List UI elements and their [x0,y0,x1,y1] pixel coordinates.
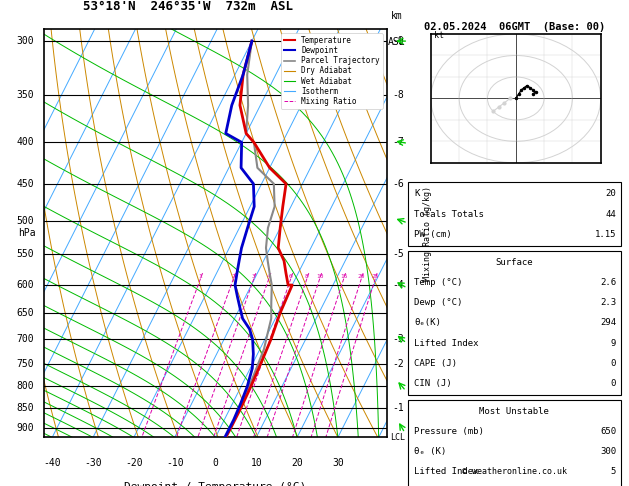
Text: 300: 300 [16,36,34,46]
Text: K: K [415,190,420,198]
Text: -6: -6 [392,179,404,189]
Text: PW (cm): PW (cm) [415,230,452,239]
Text: 550: 550 [16,249,34,260]
Text: 15: 15 [340,274,347,279]
Text: 10: 10 [250,458,262,468]
Text: Dewp (°C): Dewp (°C) [415,298,463,307]
Text: © weatheronline.co.uk: © weatheronline.co.uk [462,468,567,476]
Text: 20: 20 [357,274,365,279]
Text: 9: 9 [611,339,616,348]
Text: -5: -5 [392,249,404,260]
Text: 600: 600 [16,280,34,290]
Text: 44: 44 [606,209,616,219]
Text: 10: 10 [316,274,323,279]
Text: Totals Totals: Totals Totals [415,209,484,219]
Text: 350: 350 [16,90,34,100]
Text: 800: 800 [16,382,34,391]
Text: -20: -20 [125,458,143,468]
Text: 4: 4 [267,274,270,279]
Text: -1: -1 [392,402,404,413]
Text: Lifted Index: Lifted Index [415,468,479,476]
Text: kt: kt [433,31,443,40]
Text: -4: -4 [392,280,404,290]
Text: -7: -7 [392,138,404,147]
Text: -30: -30 [84,458,102,468]
Text: -40: -40 [43,458,61,468]
Text: 0: 0 [213,458,218,468]
Text: 25: 25 [371,274,379,279]
Legend: Temperature, Dewpoint, Parcel Trajectory, Dry Adiabat, Wet Adiabat, Isotherm, Mi: Temperature, Dewpoint, Parcel Trajectory… [281,33,383,109]
Bar [408,251,621,395]
Text: 0: 0 [611,359,616,368]
Text: Dewpoint / Temperature (°C): Dewpoint / Temperature (°C) [125,482,306,486]
Bar [408,182,621,246]
Text: 500: 500 [16,216,34,226]
Text: 450: 450 [16,179,34,189]
Text: 650: 650 [600,427,616,436]
Text: 20: 20 [291,458,303,468]
Text: CAPE (J): CAPE (J) [415,359,457,368]
Text: 3: 3 [252,274,255,279]
Text: 1.15: 1.15 [594,230,616,239]
Text: 30: 30 [332,458,343,468]
Text: 20: 20 [606,190,616,198]
Text: ASL: ASL [388,37,406,47]
Text: θₑ(K): θₑ(K) [415,318,442,328]
Text: LCL: LCL [390,433,405,442]
Text: 6: 6 [289,274,292,279]
Text: -9: -9 [392,36,404,46]
Text: 700: 700 [16,334,34,344]
Text: 53°18'N  246°35'W  732m  ASL: 53°18'N 246°35'W 732m ASL [83,0,293,13]
Text: 400: 400 [16,138,34,147]
Text: 2.3: 2.3 [600,298,616,307]
Text: 1: 1 [198,274,202,279]
Text: 0: 0 [611,379,616,388]
Text: Pressure (mb): Pressure (mb) [415,427,484,436]
Text: Mixing Ratio (g/kg): Mixing Ratio (g/kg) [423,186,433,281]
Text: Most Unstable: Most Unstable [479,407,549,416]
Text: 2: 2 [231,274,235,279]
Text: 02.05.2024  06GMT  (Base: 00): 02.05.2024 06GMT (Base: 00) [423,21,605,32]
Text: 8: 8 [305,274,309,279]
Text: -8: -8 [392,90,404,100]
Text: 294: 294 [600,318,616,328]
Text: Lifted Index: Lifted Index [415,339,479,348]
Text: 900: 900 [16,423,34,433]
Text: 850: 850 [16,402,34,413]
Text: km: km [391,11,403,21]
Text: Temp (°C): Temp (°C) [415,278,463,287]
Text: -3: -3 [392,334,404,344]
Text: 650: 650 [16,308,34,318]
Text: 750: 750 [16,359,34,368]
Text: 2.6: 2.6 [600,278,616,287]
Text: -2: -2 [392,359,404,368]
Text: -10: -10 [166,458,184,468]
Text: Surface: Surface [496,258,533,267]
Bar [408,400,621,486]
Text: hPa: hPa [18,228,36,238]
Text: 5: 5 [611,468,616,476]
Text: CIN (J): CIN (J) [415,379,452,388]
Text: 300: 300 [600,447,616,456]
Text: θₑ (K): θₑ (K) [415,447,447,456]
